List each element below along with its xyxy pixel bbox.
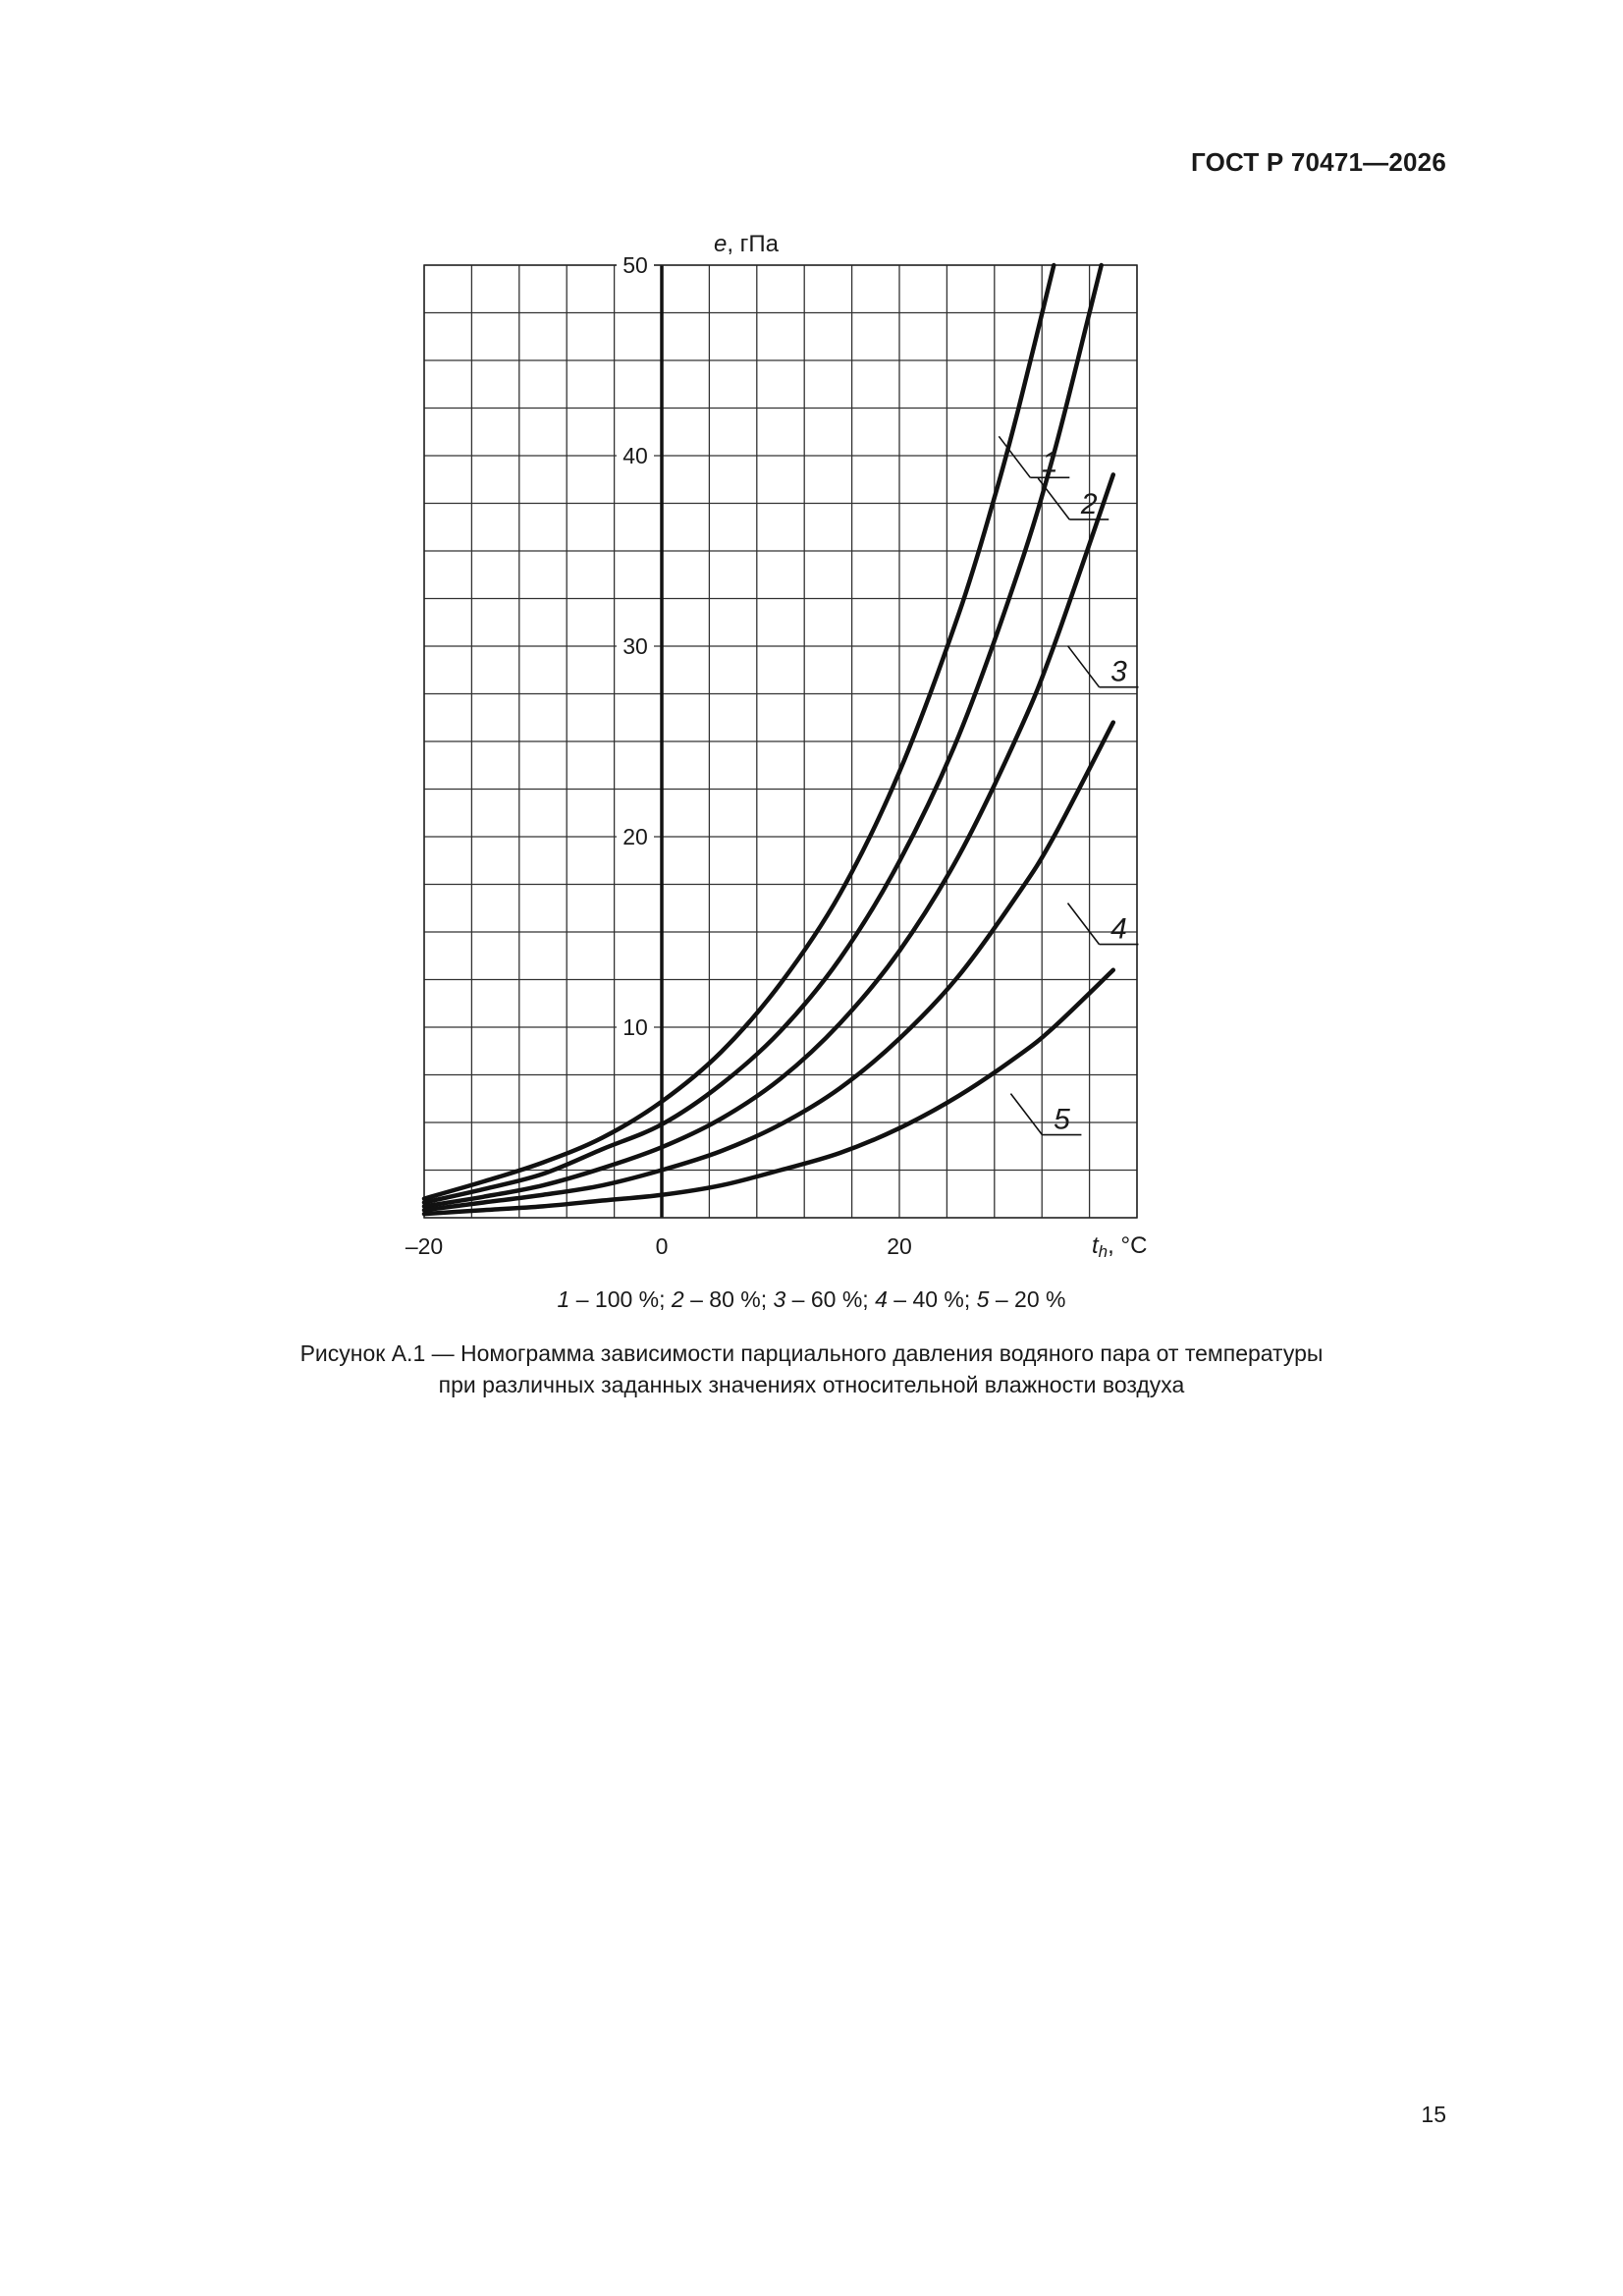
curve-label-leader-3 bbox=[1066, 645, 1101, 688]
y-tick-label-bg-1 bbox=[617, 823, 654, 850]
y-tick-label-bg-2 bbox=[617, 632, 654, 660]
x-axis-title: th, °C bbox=[1092, 1232, 1147, 1261]
x-tick-label-0: –20 bbox=[406, 1233, 443, 1259]
y-axis-title: e, гПа bbox=[714, 231, 780, 257]
y-tick-label-0: 10 bbox=[622, 1014, 648, 1040]
legend-num-4: 4 bbox=[875, 1286, 888, 1312]
figure-caption: Рисунок А.1 — Номограмма зависимости пар… bbox=[0, 1338, 1623, 1400]
figure-caption-line-1: Рисунок А.1 — Номограмма зависимости пар… bbox=[299, 1340, 1324, 1366]
curve-label-5: 5 bbox=[1054, 1104, 1070, 1136]
chart-curve-labels: 12 3 4 5 bbox=[998, 435, 1139, 1136]
legend-num-2: 2 bbox=[671, 1286, 684, 1312]
curve-label-4: 4 bbox=[1110, 913, 1127, 946]
chart-series bbox=[421, 262, 1116, 1217]
x-axis-unit: , °C bbox=[1108, 1232, 1147, 1259]
legend-num-5: 5 bbox=[976, 1286, 990, 1312]
legend-num-1: 1 bbox=[557, 1286, 570, 1312]
y-tick-label-bg-0 bbox=[617, 1013, 654, 1041]
series-line-3 bbox=[421, 472, 1116, 1209]
y-axis-unit: , гПа bbox=[727, 231, 779, 257]
curve-label-3: 3 bbox=[1110, 656, 1127, 688]
y-tick-label-4: 50 bbox=[622, 252, 648, 278]
x-axis-symbol: t bbox=[1092, 1232, 1100, 1259]
x-tick-label-2: 20 bbox=[887, 1233, 912, 1259]
legend-text-2: – 80 %; bbox=[683, 1286, 774, 1312]
series-line-2 bbox=[421, 262, 1104, 1205]
legend-text-4: – 40 %; bbox=[887, 1286, 977, 1312]
chart-tick-labels: 10 20 30 40 50 –20 0 20 bbox=[406, 251, 912, 1259]
plot-frame bbox=[423, 264, 1138, 1219]
curve-label-leader-2 bbox=[1037, 477, 1070, 520]
legend-text-3: – 60 %; bbox=[785, 1286, 876, 1312]
chart-axes bbox=[423, 264, 1138, 1219]
curve-label-2: 2 bbox=[1080, 488, 1098, 520]
series-legend: 1 – 100 %; 2 – 80 %; 3 – 60 %; 4 – 40 %;… bbox=[0, 1286, 1623, 1313]
page-number: 15 bbox=[1421, 2102, 1446, 2127]
nomogram-chart: 12 3 4 5 10 20 30 40 50 –20 0 20 e, гПа th, °C bbox=[406, 231, 1148, 1261]
legend-text-1: – 100 %; bbox=[569, 1286, 672, 1312]
y-axis-symbol: e bbox=[714, 231, 727, 257]
y-tick-label-1: 20 bbox=[622, 824, 648, 849]
curve-label-leader-4 bbox=[1066, 902, 1101, 946]
series-line-5 bbox=[421, 967, 1116, 1217]
legend-text-5: – 20 % bbox=[989, 1286, 1066, 1312]
x-axis-subscript: h bbox=[1099, 1242, 1108, 1261]
series-line-1 bbox=[421, 262, 1056, 1201]
curve-label-1: 1 bbox=[1042, 446, 1058, 478]
curve-label-leader-5 bbox=[1009, 1093, 1044, 1136]
y-tick-label-3: 40 bbox=[622, 443, 648, 468]
y-tick-label-2: 30 bbox=[622, 633, 648, 659]
chart-grid bbox=[423, 264, 1138, 1219]
figure-caption-line-2: при различных заданных значениях относит… bbox=[438, 1372, 1185, 1397]
document-header: ГОСТ Р 70471—2026 bbox=[1191, 147, 1446, 177]
legend-num-3: 3 bbox=[773, 1286, 786, 1312]
curve-label-leader-1 bbox=[998, 435, 1031, 478]
y-tick-label-bg-4 bbox=[617, 251, 654, 279]
series-line-4 bbox=[421, 720, 1116, 1213]
x-tick-label-1: 0 bbox=[656, 1233, 669, 1259]
y-tick-label-bg-3 bbox=[617, 442, 654, 469]
